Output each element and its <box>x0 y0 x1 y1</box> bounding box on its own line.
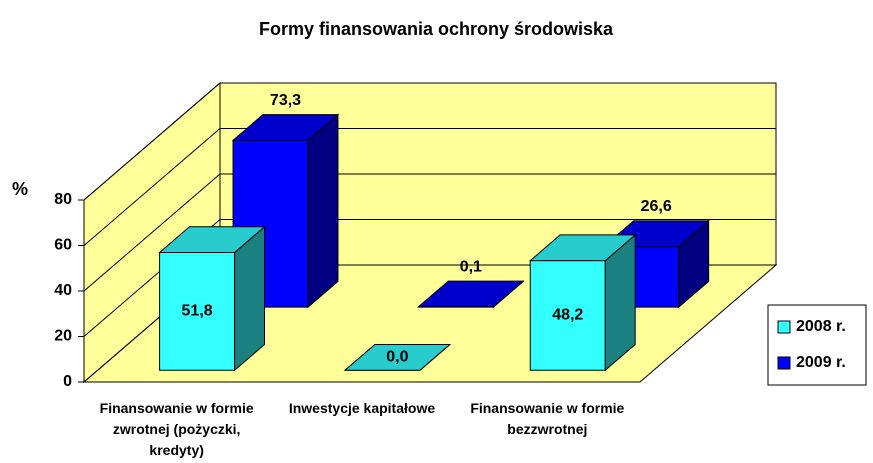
y-tick-label: 0 <box>63 373 72 390</box>
bar-top <box>158 226 266 253</box>
y-tick-label: 40 <box>54 282 72 299</box>
x-tick-label: Inwestycje kapitałowe <box>288 400 436 416</box>
y-tick-label: 80 <box>54 191 72 208</box>
grid-line <box>83 219 776 337</box>
bar-top <box>231 114 340 141</box>
bar-top <box>528 234 637 262</box>
legend-label: 2009 r. <box>796 354 846 371</box>
grid-line <box>83 82 776 201</box>
bar-side <box>307 113 339 309</box>
value-label: 26,6 <box>641 198 672 215</box>
bar-top <box>417 280 525 308</box>
x-tick-label: Finansowanie w formie zwrotnej (pożyczki… <box>99 400 254 458</box>
y-tick-label: 60 <box>54 237 72 254</box>
value-label: 0,0 <box>386 349 408 366</box>
bar-top <box>343 344 452 371</box>
legend-label: 2008 r. <box>796 318 846 335</box>
grid-line <box>83 173 776 292</box>
value-label: 51,8 <box>182 303 213 320</box>
value-label: 0,1 <box>460 258 482 275</box>
value-label: 48,2 <box>552 307 583 324</box>
y-tick-label: 20 <box>54 328 72 345</box>
legend-box <box>767 304 867 386</box>
value-label: 73,3 <box>270 92 301 109</box>
legend-swatch <box>777 356 791 370</box>
y-axis-label: % <box>12 179 28 199</box>
legend-swatch <box>777 320 791 334</box>
grid-line <box>83 128 776 246</box>
x-tick-label: Finansowanie w formie bezzwrotnej <box>470 400 625 437</box>
chart-title: Formy finansowania ochrony środowiska <box>259 19 614 39</box>
